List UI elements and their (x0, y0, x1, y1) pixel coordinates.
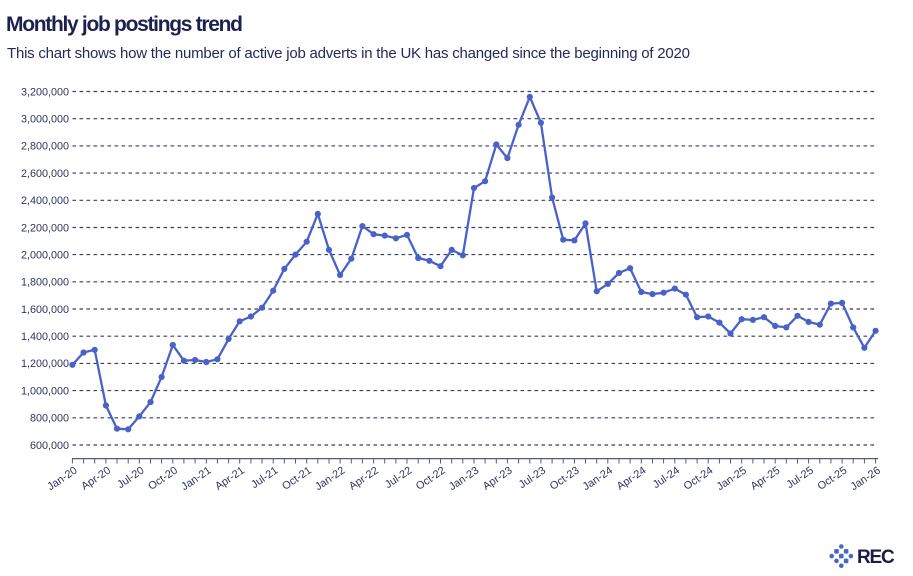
svg-text:2,800,000: 2,800,000 (21, 141, 69, 153)
svg-text:This chart shows how the numbe: This chart shows how the number of activ… (7, 45, 690, 62)
svg-text:600,000: 600,000 (30, 440, 69, 452)
svg-text:1,000,000: 1,000,000 (21, 385, 69, 397)
svg-text:3,200,000: 3,200,000 (21, 86, 69, 98)
svg-text:1,200,000: 1,200,000 (21, 358, 69, 370)
svg-text:Monthly job postings trend: Monthly job postings trend (6, 13, 242, 36)
svg-text:3,000,000: 3,000,000 (21, 114, 69, 126)
svg-text:REC: REC (857, 547, 895, 568)
svg-text:2,200,000: 2,200,000 (21, 222, 69, 234)
svg-text:1,800,000: 1,800,000 (21, 277, 69, 289)
svg-text:1,600,000: 1,600,000 (21, 304, 69, 316)
svg-text:2,600,000: 2,600,000 (21, 168, 69, 180)
svg-text:2,000,000: 2,000,000 (21, 249, 69, 261)
svg-text:800,000: 800,000 (30, 413, 69, 425)
svg-text:1,400,000: 1,400,000 (21, 331, 69, 343)
svg-text:2,400,000: 2,400,000 (21, 195, 69, 207)
